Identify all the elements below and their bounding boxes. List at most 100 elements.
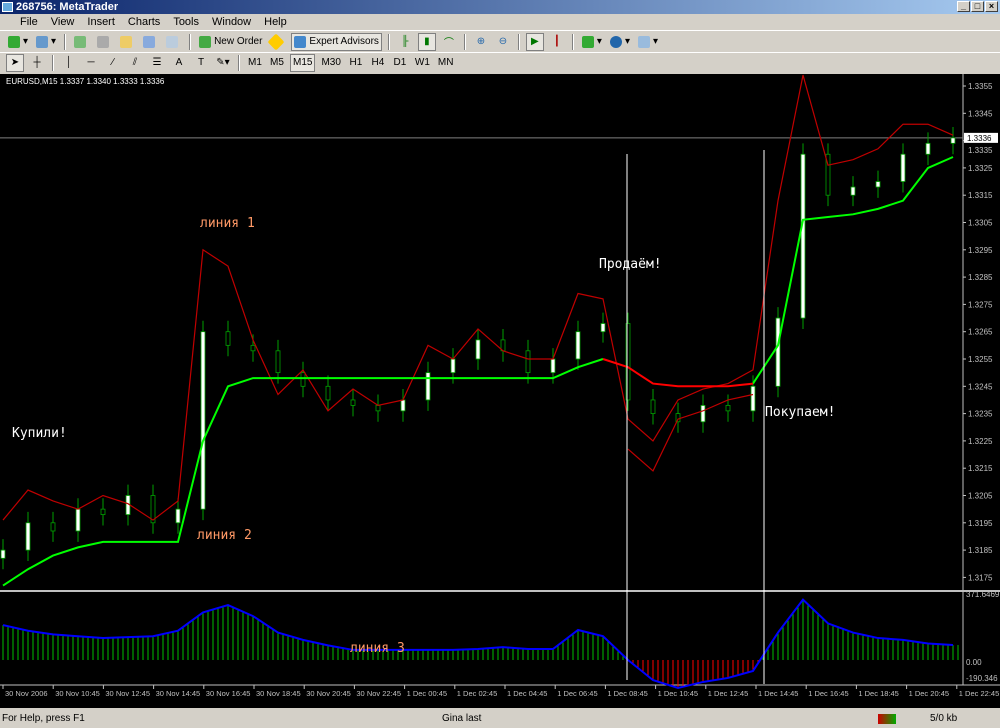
chart-canvas[interactable]: 1.3355 1.3345 1.3335 1.3325 1.3315 1.3305 1.32… — [0, 74, 1000, 708]
text-label-button[interactable]: T — [197, 57, 205, 68]
candle — [175, 508, 181, 524]
new-order-button[interactable]: New Order — [197, 33, 264, 51]
menu-charts[interactable]: Charts — [127, 16, 161, 28]
candle — [275, 350, 281, 374]
timeframe-h1[interactable]: H1 — [349, 57, 363, 68]
profiles-button[interactable]: ▾ — [34, 33, 58, 51]
candle — [825, 153, 831, 196]
time-label: 1 Dec 18:45 — [858, 689, 898, 698]
timeframe-m15[interactable]: M15 — [290, 53, 316, 72]
time-label: 30 Nov 12:45 — [105, 689, 150, 698]
timeframe-h4[interactable]: H4 — [371, 57, 385, 68]
connection-icon — [878, 714, 896, 724]
time-label: 30 Nov 10:45 — [55, 689, 100, 698]
annotation-line-1: линия 1 — [200, 216, 255, 231]
chart-shift-button[interactable]: ┃ — [553, 36, 560, 47]
candle — [150, 495, 156, 524]
terminal-button[interactable] — [118, 33, 137, 51]
separator — [517, 33, 520, 50]
timeframe-d1[interactable]: D1 — [393, 57, 407, 68]
separator — [571, 33, 574, 50]
timeframe-m5[interactable]: M5 — [270, 57, 284, 68]
menu-tools[interactable]: Tools — [173, 16, 199, 28]
zoom-out-button[interactable]: ⊖ — [498, 36, 508, 47]
window-title: 268756: MetaTrader — [16, 1, 119, 13]
price-tick-label: 1.3225 — [968, 437, 993, 446]
maximize-button[interactable]: □ — [971, 1, 984, 12]
stop-line-down — [602, 358, 754, 388]
close-button[interactable]: × — [985, 1, 998, 12]
trendline-button[interactable]: ∕ — [112, 57, 114, 68]
vertical-line-button[interactable]: │ — [65, 57, 73, 68]
indicator-tick-label: -190.346 — [966, 674, 998, 683]
candle — [475, 339, 481, 360]
time-label: 1 Dec 06:45 — [557, 689, 597, 698]
text-button[interactable]: A — [175, 57, 183, 68]
meta-editor-button[interactable] — [267, 33, 287, 51]
candle — [700, 405, 706, 423]
status-traffic: 5/0 kb — [930, 713, 958, 724]
annotation-line-2: линия 2 — [197, 528, 252, 543]
navigator-button[interactable] — [95, 33, 114, 51]
fibonacci-button[interactable]: ☰ — [152, 57, 162, 68]
time-label: 30 Nov 2006 — [5, 689, 48, 698]
annotation-sell: Продаём! — [599, 257, 662, 272]
crosshair-button[interactable]: ┼ — [33, 57, 41, 68]
timeframe-mn[interactable]: MN — [437, 57, 454, 68]
menu-window[interactable]: Window — [212, 16, 252, 28]
time-label: 1 Dec 22:45 — [959, 689, 999, 698]
timeframe-m1[interactable]: M1 — [248, 57, 262, 68]
expert-advisors-button[interactable]: Expert Advisors — [291, 32, 382, 51]
navigator-icon — [97, 35, 110, 48]
new-order-icon — [199, 35, 212, 48]
price-tick-label: 1.3185 — [968, 546, 993, 555]
profiles-icon — [36, 35, 49, 48]
price-tick-label: 1.3265 — [968, 328, 993, 337]
periods-button[interactable]: ▾ — [608, 33, 632, 51]
separator — [463, 33, 466, 50]
menu-help[interactable]: Help — [264, 16, 287, 28]
minimize-button[interactable]: _ — [957, 1, 970, 12]
menu-insert[interactable]: Insert — [87, 16, 115, 28]
tester-button[interactable] — [141, 33, 160, 51]
templates-button[interactable]: ▾ — [636, 33, 660, 51]
candle — [450, 358, 456, 374]
zoom-in-button[interactable]: ⊕ — [476, 36, 486, 47]
line-chart-button[interactable]: ⌒ — [443, 38, 454, 49]
time-label: 30 Nov 18:45 — [256, 689, 301, 698]
time-label: 1 Dec 16:45 — [808, 689, 848, 698]
price-tick-label: 1.3335 — [968, 146, 993, 155]
meta-editor-icon — [267, 33, 285, 50]
new-chart-button[interactable]: ▾ — [6, 33, 30, 51]
time-label: 30 Nov 22:45 — [356, 689, 401, 698]
candle — [300, 372, 306, 387]
candlestick-button[interactable]: ▮ — [417, 32, 436, 51]
menu-file[interactable]: File — [20, 16, 38, 28]
menu-view[interactable]: View — [50, 16, 75, 28]
expert-advisors-icon — [294, 35, 307, 48]
time-label: 30 Nov 14:45 — [156, 689, 201, 698]
indicators-button[interactable]: ▾ — [580, 33, 604, 51]
market-watch-button[interactable] — [72, 33, 91, 51]
timeframe-m30[interactable]: M30 — [321, 57, 341, 68]
horizontal-line-button[interactable]: ─ — [87, 57, 95, 68]
bar-chart-button[interactable]: ╟ — [401, 36, 409, 47]
candle — [0, 549, 6, 559]
price-tick-label: 1.3275 — [968, 300, 993, 309]
history-button[interactable] — [164, 33, 183, 51]
line-studies-toolbar: ➤ ┼ │ ─ ∕ ⫽ ☰ A T ✎▾ M1 M5 M15 M30 H1 H4… — [0, 52, 1000, 72]
timeframe-w1[interactable]: W1 — [414, 57, 430, 68]
chart-window[interactable]: 1.3355 1.3345 1.3335 1.3325 1.3315 1.3305 1.32… — [0, 74, 1000, 708]
autoscroll-button[interactable]: ▶ — [525, 32, 544, 51]
candle — [575, 331, 581, 360]
price-tick-label: 1.3175 — [968, 573, 993, 582]
candle — [325, 385, 331, 401]
candle — [600, 323, 606, 333]
cursor-button[interactable]: ➤ — [6, 53, 24, 72]
candle — [100, 508, 106, 516]
arrows-button[interactable]: ✎▾ — [216, 57, 230, 68]
price-tick-label: 1.3325 — [968, 164, 993, 173]
channel-button[interactable]: ⫽ — [132, 57, 138, 68]
indicator-tick-label: 371.6469 — [966, 590, 1000, 599]
current-price-label: 1.3336 — [967, 134, 992, 143]
